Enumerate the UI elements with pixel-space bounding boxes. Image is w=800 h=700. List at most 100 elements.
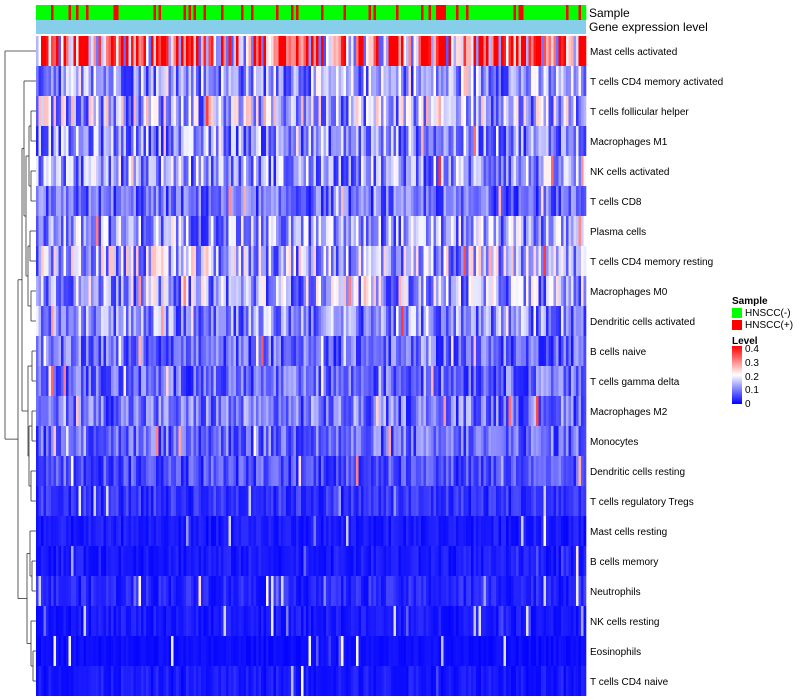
heatmap-cell xyxy=(143,576,147,606)
heatmap-cell xyxy=(398,66,402,96)
heatmap-cell xyxy=(211,36,214,66)
heatmap-cell xyxy=(503,276,507,306)
heatmap-cell xyxy=(98,516,102,546)
heatmap-cell xyxy=(216,546,219,576)
heatmap-cell xyxy=(371,426,374,456)
heatmap-cell xyxy=(206,306,209,336)
heatmap-cell xyxy=(558,126,562,156)
heatmap-cell xyxy=(298,306,302,336)
heatmap-cell xyxy=(341,546,344,576)
heatmap-cell xyxy=(508,96,512,126)
heatmap-cell xyxy=(533,96,537,126)
heatmap-cell xyxy=(83,426,87,456)
heatmap-cell xyxy=(468,276,472,306)
heatmap-cell xyxy=(578,426,582,456)
heatmap-cell xyxy=(171,606,174,636)
heatmap-cell xyxy=(61,246,64,276)
heatmap-cell xyxy=(203,546,207,576)
heatmap-cell xyxy=(543,216,547,246)
heatmap-cell xyxy=(266,156,269,186)
heatmap-cell xyxy=(488,186,492,216)
heatmap-cell xyxy=(263,486,267,516)
heatmap-cell xyxy=(533,426,537,456)
heatmap-cell xyxy=(151,636,154,666)
heatmap-cell xyxy=(166,456,169,486)
heatmap-cell xyxy=(551,96,554,126)
heatmap-cell xyxy=(41,366,44,396)
heatmap-cell xyxy=(381,156,384,186)
heatmap-cell xyxy=(86,366,89,396)
heatmap-cell xyxy=(208,216,212,246)
heatmap-cell xyxy=(406,516,409,546)
heatmap-cell xyxy=(136,36,139,66)
heatmap-cell xyxy=(448,216,452,246)
heatmap-cell xyxy=(503,546,507,576)
heatmap-cell xyxy=(473,456,477,486)
sample-annotation-cell xyxy=(38,5,42,20)
heatmap-cell xyxy=(281,426,284,456)
heatmap-cell xyxy=(296,606,299,636)
heatmap-cell xyxy=(431,156,434,186)
heatmap-cell xyxy=(341,126,344,156)
heatmap-cell xyxy=(348,546,352,576)
heatmap-cell xyxy=(551,246,554,276)
heatmap-cell xyxy=(563,66,567,96)
heatmap-cell xyxy=(168,66,172,96)
heatmap-cell xyxy=(453,486,457,516)
heatmap-cell xyxy=(143,396,147,426)
heatmap-cell xyxy=(118,36,122,66)
sample-annotation-cell xyxy=(571,5,574,20)
heatmap-cell xyxy=(263,186,267,216)
heatmap-cell xyxy=(418,186,422,216)
heatmap-cell xyxy=(131,636,134,666)
heatmap-cell xyxy=(223,576,227,606)
sample-annotation-cell xyxy=(138,5,142,20)
heatmap-cell xyxy=(326,606,329,636)
sample-annotation-cell xyxy=(133,5,137,20)
heatmap-cell xyxy=(48,666,52,696)
heatmap-cell xyxy=(513,636,517,666)
heatmap-cell xyxy=(196,96,199,126)
heatmap-cell xyxy=(518,366,522,396)
heatmap-cell xyxy=(113,666,117,696)
heatmap-cell xyxy=(108,516,112,546)
heatmap-cell xyxy=(183,66,187,96)
heatmap-cell xyxy=(568,66,572,96)
heatmap-cell xyxy=(281,246,284,276)
heatmap-cell xyxy=(228,276,232,306)
heatmap-cell xyxy=(546,576,549,606)
heatmap-cell xyxy=(298,216,302,246)
heatmap-cell xyxy=(523,606,527,636)
heatmap-cell xyxy=(496,96,499,126)
heatmap-cell xyxy=(263,606,267,636)
heatmap-cell xyxy=(421,186,424,216)
heatmap-cell xyxy=(366,396,369,426)
sample-annotation-cell xyxy=(531,5,534,20)
heatmap-cell xyxy=(106,456,109,486)
heatmap-cell xyxy=(136,546,139,576)
sample-annotation-cell xyxy=(171,5,174,20)
heatmap-cell xyxy=(348,426,352,456)
heatmap-cell xyxy=(48,426,52,456)
heatmap-cell xyxy=(66,186,69,216)
heatmap-cell xyxy=(216,306,219,336)
heatmap-cell xyxy=(473,606,477,636)
heatmap-cell xyxy=(553,636,557,666)
heatmap-cell xyxy=(443,516,447,546)
heatmap-cell xyxy=(486,396,489,426)
heatmap-cell xyxy=(96,96,99,126)
heatmap-cell xyxy=(223,276,227,306)
heatmap-cell xyxy=(76,246,79,276)
sample-annotation-cell xyxy=(481,5,484,20)
heatmap-cell xyxy=(133,66,137,96)
heatmap-cell xyxy=(88,126,92,156)
heatmap-cell xyxy=(483,126,487,156)
heatmap-cell xyxy=(43,486,47,516)
heatmap-cell xyxy=(423,246,427,276)
heatmap-cell xyxy=(291,426,294,456)
heatmap-cell xyxy=(203,216,207,246)
heatmap-cell xyxy=(148,486,152,516)
heatmap-cell xyxy=(146,246,149,276)
heatmap-cell xyxy=(413,456,417,486)
heatmap-row xyxy=(36,246,587,276)
